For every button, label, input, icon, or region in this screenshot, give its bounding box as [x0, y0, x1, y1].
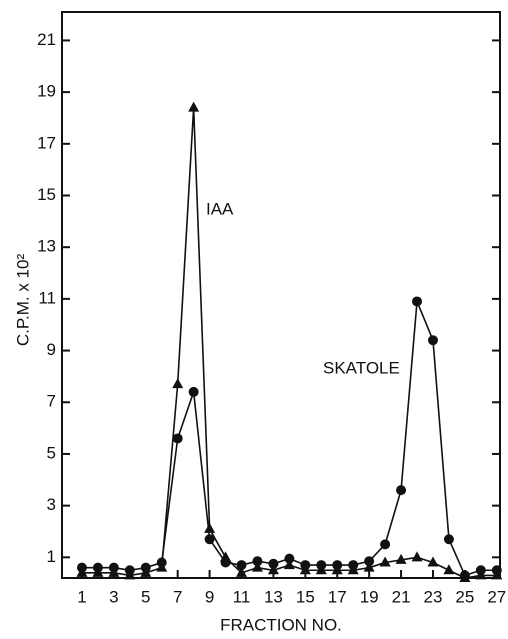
circle-marker: [475, 565, 486, 576]
triangle-marker: [236, 566, 248, 577]
series-annotation: SKATOLE: [323, 358, 400, 377]
series-annotation: IAA: [206, 199, 234, 218]
x-tick-label: 27: [487, 587, 506, 606]
circle-marker: [156, 557, 167, 568]
y-tick-label: 19: [37, 82, 56, 101]
circle-marker: [348, 560, 359, 571]
y-tick-label: 1: [47, 547, 56, 566]
triangle-marker: [188, 101, 200, 112]
circle-marker: [284, 553, 295, 564]
x-tick-label: 9: [205, 587, 214, 606]
x-tick-label: 7: [173, 587, 182, 606]
circle-marker: [427, 335, 438, 346]
y-tick-label: 3: [47, 495, 56, 514]
x-tick-label: 17: [328, 587, 347, 606]
triangle-marker: [427, 556, 439, 567]
y-tick-label: 11: [38, 288, 56, 307]
x-tick-label: 11: [233, 587, 251, 606]
circle-marker: [300, 560, 311, 571]
circle-marker: [76, 562, 87, 573]
circle-marker: [380, 539, 391, 550]
circle-marker: [188, 386, 199, 397]
triangle-marker: [379, 556, 391, 567]
triangle-marker: [411, 551, 423, 562]
triangle-marker: [204, 522, 216, 533]
y-tick-label: 21: [37, 30, 56, 49]
circle-marker: [140, 562, 151, 573]
circle-marker: [443, 534, 454, 545]
circle-marker: [92, 562, 103, 573]
x-tick-label: 21: [392, 587, 411, 606]
circle-marker: [252, 556, 263, 567]
x-axis-label: FRACTION NO.: [220, 615, 342, 634]
y-tick-label: 9: [47, 340, 56, 359]
triangle-marker: [283, 559, 295, 570]
x-tick-label: 5: [141, 587, 150, 606]
circle-marker: [332, 560, 343, 571]
y-tick-label: 17: [37, 133, 56, 152]
triangle-marker: [395, 553, 407, 564]
triangle-marker: [172, 378, 184, 389]
y-tick-label: 5: [47, 443, 56, 462]
circle-marker: [124, 565, 135, 576]
x-tick-label: 3: [109, 587, 118, 606]
circle-marker: [412, 296, 423, 307]
circle-marker: [491, 565, 502, 576]
x-tick-label: 13: [264, 587, 283, 606]
circle-marker: [236, 560, 247, 571]
circle-marker: [364, 556, 375, 567]
x-tick-label: 19: [360, 587, 379, 606]
x-tick-label: 23: [424, 587, 443, 606]
x-tick-label: 1: [77, 587, 86, 606]
circle-marker: [204, 534, 215, 545]
circle-marker: [316, 560, 327, 571]
triangle-marker: [267, 564, 279, 575]
triangle-marker: [363, 561, 375, 572]
circle-marker: [220, 557, 231, 568]
x-tick-label: 25: [455, 587, 474, 606]
y-tick-label: 7: [47, 392, 56, 411]
y-axis-label: C.P.M. x 10²: [13, 254, 32, 347]
triangle-marker: [251, 561, 263, 572]
x-tick-label: 15: [296, 587, 315, 606]
circle-marker: [459, 570, 470, 581]
plot-frame: [61, 11, 501, 579]
circle-marker: [268, 558, 279, 569]
y-tick-label: 13: [37, 237, 56, 256]
circle-marker: [172, 433, 183, 444]
y-tick-label: 15: [37, 185, 56, 204]
circle-marker: [108, 562, 119, 573]
circle-marker: [396, 485, 407, 496]
triangle-marker: [443, 564, 455, 575]
